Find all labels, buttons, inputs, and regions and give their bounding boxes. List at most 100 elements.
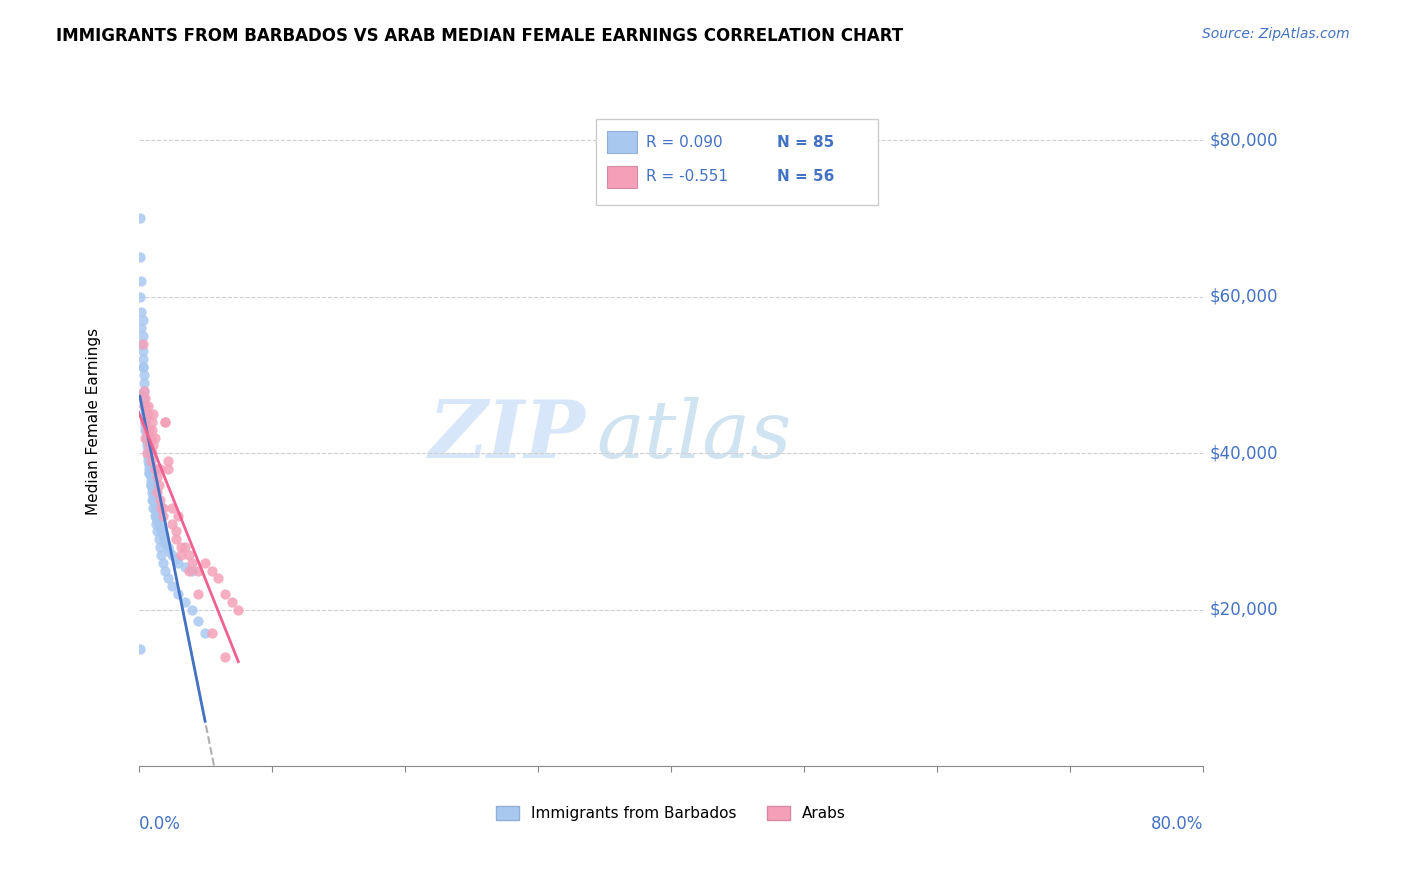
Point bbox=[143, 497, 166, 511]
Point bbox=[180, 564, 202, 578]
Point bbox=[150, 500, 173, 515]
Text: Median Female Earnings: Median Female Earnings bbox=[86, 328, 101, 516]
Point bbox=[179, 548, 201, 562]
Point bbox=[134, 431, 156, 445]
Point bbox=[153, 415, 176, 429]
Text: $80,000: $80,000 bbox=[1209, 131, 1278, 149]
Text: 0.0%: 0.0% bbox=[139, 814, 180, 832]
Point bbox=[139, 431, 162, 445]
FancyBboxPatch shape bbox=[596, 119, 879, 205]
Point bbox=[134, 411, 156, 425]
Point bbox=[145, 462, 167, 476]
Point bbox=[146, 513, 169, 527]
Point bbox=[165, 552, 187, 566]
Point bbox=[134, 407, 156, 421]
Legend: Immigrants from Barbados, Arabs: Immigrants from Barbados, Arabs bbox=[489, 800, 852, 828]
Point bbox=[150, 548, 173, 562]
Point bbox=[139, 469, 162, 483]
Point bbox=[136, 454, 159, 468]
Point bbox=[131, 360, 153, 375]
Bar bbox=[607, 166, 637, 187]
Point bbox=[187, 564, 209, 578]
Point bbox=[148, 477, 170, 491]
Point bbox=[143, 500, 166, 515]
Point bbox=[148, 533, 170, 547]
Point bbox=[134, 423, 156, 437]
Point bbox=[145, 505, 167, 519]
Point bbox=[129, 305, 152, 319]
Point bbox=[214, 587, 236, 601]
Point bbox=[167, 508, 190, 523]
Point bbox=[132, 384, 155, 398]
Point bbox=[160, 548, 183, 562]
Point bbox=[132, 368, 155, 382]
Point bbox=[141, 482, 163, 496]
Point bbox=[135, 423, 157, 437]
Point bbox=[156, 462, 179, 476]
Point bbox=[152, 528, 174, 542]
Text: Source: ZipAtlas.com: Source: ZipAtlas.com bbox=[1202, 27, 1350, 41]
Point bbox=[160, 500, 183, 515]
Point bbox=[174, 540, 197, 554]
Point bbox=[180, 556, 202, 570]
Point bbox=[135, 426, 157, 441]
Point bbox=[170, 540, 193, 554]
Point bbox=[160, 579, 183, 593]
Point bbox=[128, 290, 150, 304]
Point bbox=[136, 446, 159, 460]
Text: N = 56: N = 56 bbox=[778, 169, 835, 184]
Point bbox=[135, 434, 157, 449]
Point bbox=[141, 423, 163, 437]
Point bbox=[131, 344, 153, 359]
Point bbox=[134, 392, 156, 406]
Text: 80.0%: 80.0% bbox=[1150, 814, 1204, 832]
Point bbox=[221, 595, 243, 609]
Point bbox=[138, 438, 160, 452]
Point bbox=[128, 211, 150, 226]
Text: R = -0.551: R = -0.551 bbox=[647, 169, 728, 184]
Text: $20,000: $20,000 bbox=[1209, 600, 1278, 619]
Point bbox=[228, 603, 250, 617]
Point bbox=[143, 508, 166, 523]
Point bbox=[146, 485, 169, 500]
Point bbox=[146, 469, 169, 483]
Point bbox=[131, 360, 153, 375]
Point bbox=[148, 516, 170, 531]
Point bbox=[160, 516, 183, 531]
Point bbox=[142, 438, 165, 452]
Point bbox=[150, 524, 173, 539]
Point bbox=[136, 407, 159, 421]
Point bbox=[167, 556, 190, 570]
Point bbox=[143, 431, 166, 445]
Point bbox=[141, 485, 163, 500]
Point bbox=[129, 274, 152, 288]
Point bbox=[157, 544, 180, 558]
Point bbox=[138, 462, 160, 476]
Point bbox=[131, 336, 153, 351]
Point bbox=[132, 376, 155, 390]
Text: ZIP: ZIP bbox=[429, 397, 586, 475]
Point bbox=[141, 446, 163, 460]
Point bbox=[129, 321, 152, 335]
Point bbox=[136, 442, 159, 457]
Point bbox=[156, 454, 179, 468]
Point bbox=[149, 462, 172, 476]
Point bbox=[139, 474, 162, 488]
Point bbox=[201, 564, 224, 578]
Text: R = 0.090: R = 0.090 bbox=[647, 135, 723, 150]
Point bbox=[145, 516, 167, 531]
Point bbox=[139, 477, 162, 491]
Point bbox=[139, 477, 162, 491]
Point bbox=[132, 399, 155, 413]
Bar bbox=[607, 131, 637, 153]
Point bbox=[132, 395, 155, 409]
Point bbox=[134, 418, 156, 433]
Point bbox=[143, 462, 166, 476]
Text: $40,000: $40,000 bbox=[1209, 444, 1278, 462]
Point bbox=[135, 438, 157, 452]
Point bbox=[145, 508, 167, 523]
Point bbox=[131, 328, 153, 343]
Point bbox=[152, 500, 174, 515]
Point bbox=[134, 415, 156, 429]
Point bbox=[165, 533, 187, 547]
